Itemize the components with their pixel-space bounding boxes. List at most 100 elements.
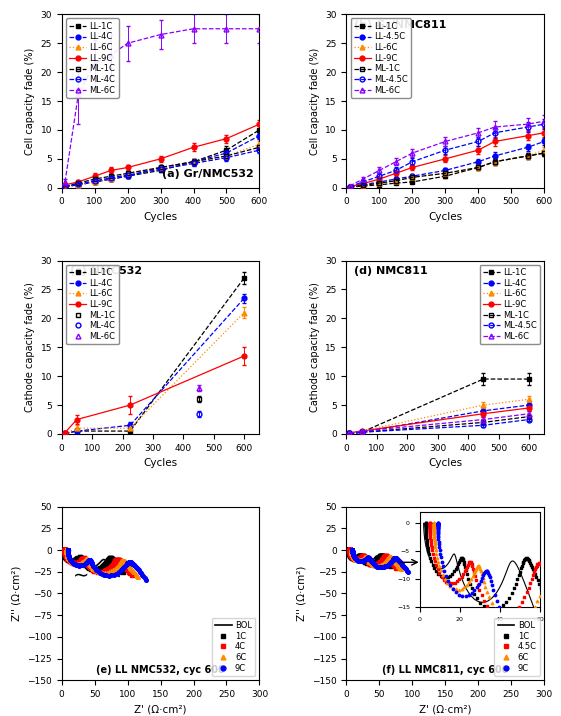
Point — [59, 544, 68, 556]
Point — [123, 557, 132, 569]
Point — [383, 552, 392, 563]
Point — [344, 545, 353, 556]
X-axis label: Cycles: Cycles — [144, 212, 178, 222]
Point — [79, 559, 88, 571]
Point — [348, 546, 357, 558]
Point — [348, 545, 357, 556]
Point — [78, 555, 87, 566]
Point — [355, 556, 364, 567]
Point — [362, 551, 371, 563]
Point — [63, 546, 72, 557]
Point — [111, 557, 120, 569]
Point — [63, 544, 72, 556]
Point — [345, 544, 354, 556]
Point — [402, 565, 411, 576]
Point — [344, 544, 353, 556]
Point — [358, 551, 367, 562]
Point — [77, 554, 86, 566]
Point — [384, 553, 393, 564]
Point — [107, 553, 116, 564]
Point — [349, 550, 358, 561]
Point — [80, 554, 89, 566]
Point — [351, 553, 360, 565]
Point — [390, 553, 399, 564]
Point — [59, 547, 68, 558]
Point — [108, 553, 117, 565]
Point — [387, 556, 396, 567]
Point — [62, 548, 71, 560]
Point — [61, 545, 70, 556]
Point — [348, 551, 357, 563]
Point — [127, 557, 136, 569]
Point — [96, 567, 105, 579]
Point — [385, 559, 394, 571]
Point — [391, 553, 400, 564]
Point — [65, 553, 74, 564]
Point — [102, 556, 111, 568]
Point — [387, 552, 396, 563]
Point — [348, 545, 357, 556]
Point — [389, 558, 398, 570]
Point — [84, 561, 93, 573]
Point — [81, 553, 90, 565]
Point — [105, 566, 114, 578]
Point — [94, 563, 103, 574]
Point — [131, 561, 140, 573]
Point — [125, 560, 134, 571]
Point — [356, 550, 365, 561]
Point — [75, 556, 84, 567]
Point — [120, 561, 129, 573]
Point — [82, 557, 91, 569]
Point — [90, 563, 99, 575]
Point — [364, 557, 373, 569]
Point — [344, 545, 353, 556]
Point — [387, 556, 396, 567]
Point — [112, 554, 121, 566]
Point — [100, 566, 109, 577]
Point — [345, 544, 354, 556]
Point — [353, 553, 362, 565]
Point — [403, 566, 412, 578]
Point — [84, 555, 93, 566]
Point — [353, 554, 362, 566]
Point — [361, 553, 370, 565]
Point — [374, 557, 383, 569]
Point — [61, 545, 70, 556]
Point — [84, 560, 93, 571]
Point — [85, 558, 94, 569]
Point — [385, 551, 394, 563]
Point — [380, 551, 389, 563]
Point — [348, 548, 357, 560]
X-axis label: Z' (Ω·cm²): Z' (Ω·cm²) — [419, 705, 472, 715]
Point — [61, 545, 70, 556]
Point — [348, 551, 357, 563]
Point — [60, 550, 69, 561]
Point — [348, 545, 357, 556]
Point — [393, 559, 402, 571]
Point — [114, 561, 123, 573]
Point — [346, 549, 355, 561]
Point — [134, 565, 143, 576]
Point — [63, 544, 72, 556]
Point — [129, 566, 138, 577]
Point — [61, 552, 70, 563]
Point — [62, 544, 71, 556]
Point — [392, 553, 401, 564]
Point — [106, 553, 115, 564]
Point — [344, 544, 353, 556]
Point — [378, 561, 387, 573]
Point — [89, 563, 98, 575]
Point — [377, 550, 386, 561]
Point — [345, 544, 354, 556]
Point — [347, 545, 356, 556]
Point — [361, 553, 370, 565]
Point — [374, 553, 383, 565]
Point — [373, 558, 382, 569]
Point — [370, 560, 379, 571]
Point — [362, 555, 371, 566]
Point — [356, 550, 365, 561]
Point — [107, 553, 116, 564]
Point — [391, 556, 400, 568]
Point — [125, 561, 134, 572]
Point — [63, 547, 72, 558]
